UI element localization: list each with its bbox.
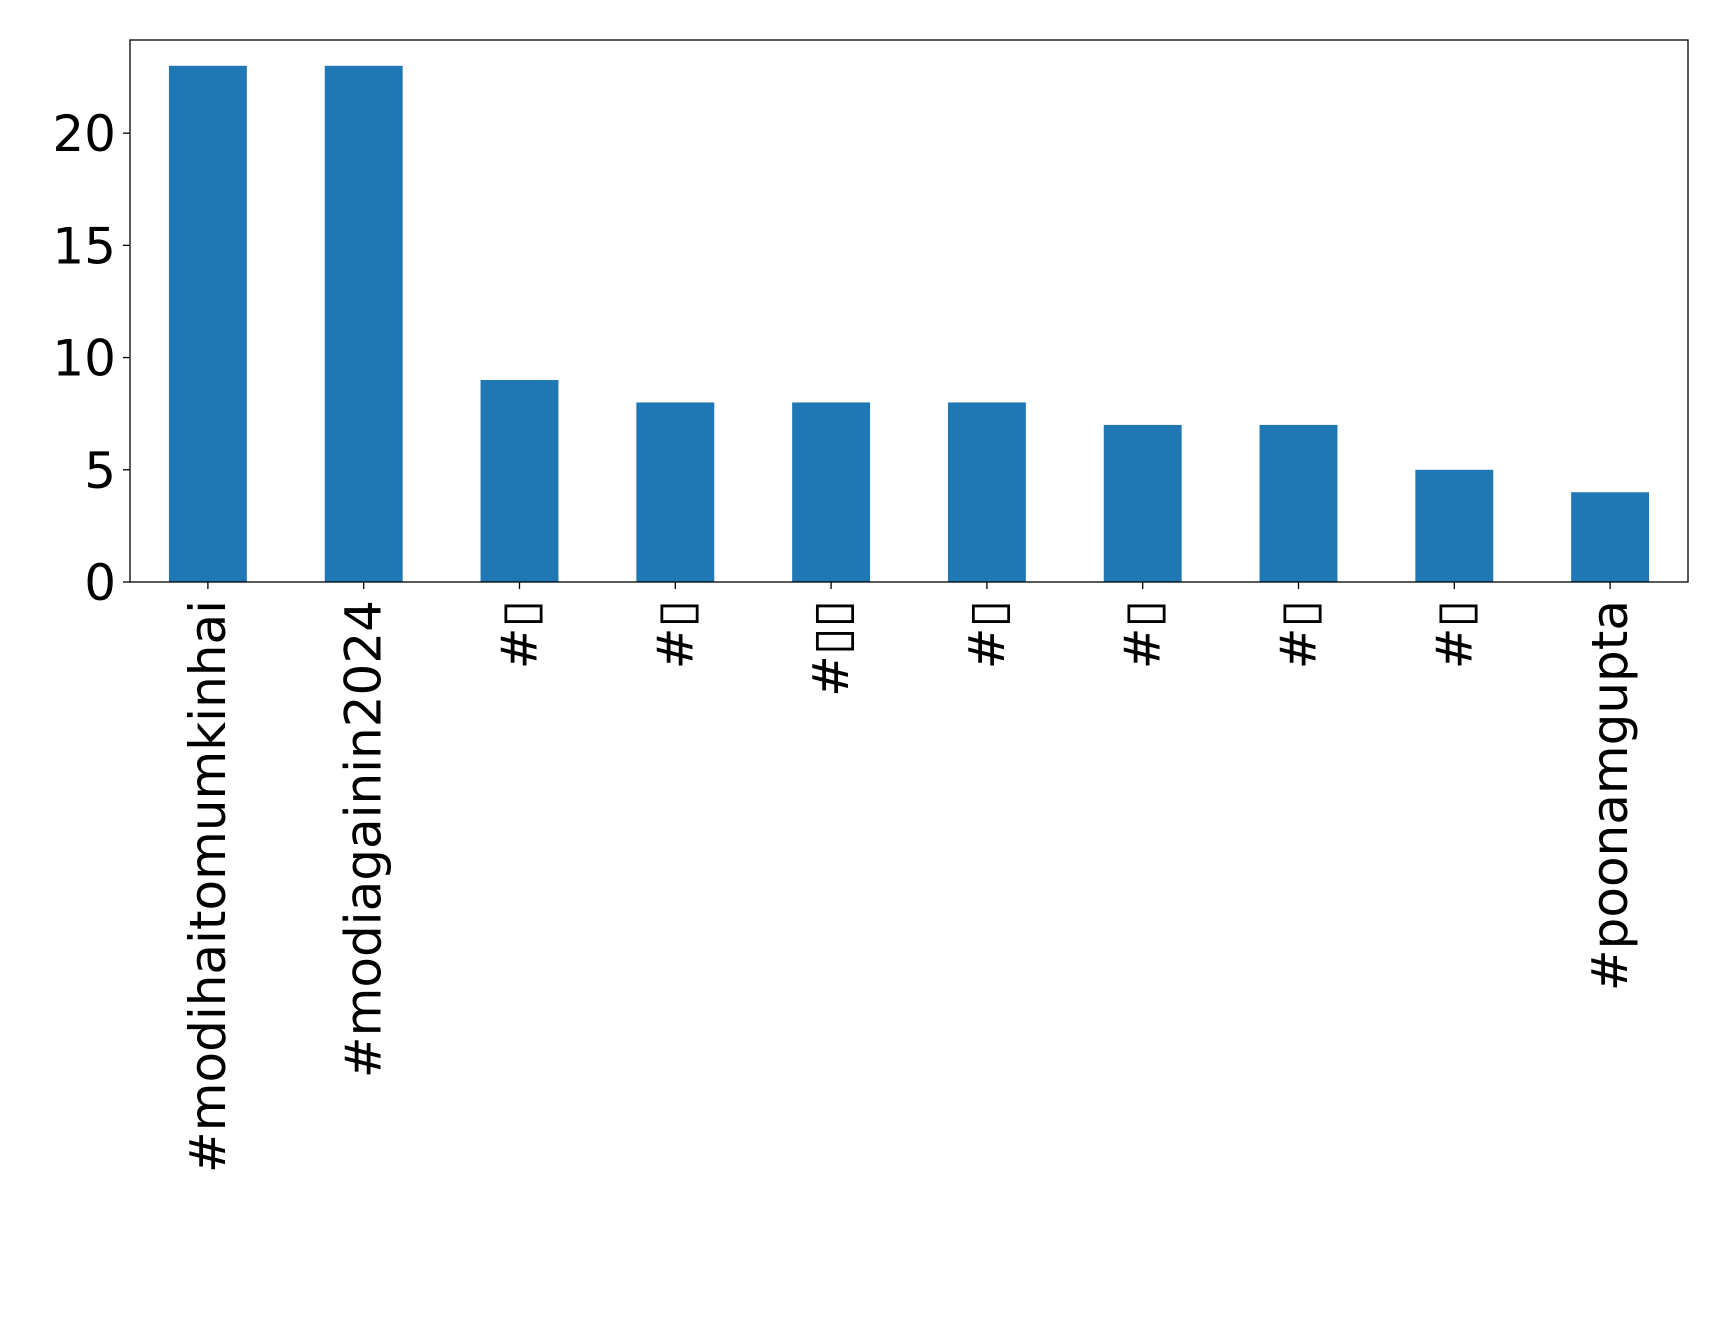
bar-2 bbox=[480, 380, 559, 582]
x-tick-label: #▯ bbox=[958, 600, 1016, 669]
y-tick-label: 15 bbox=[52, 217, 116, 275]
bar-6 bbox=[1103, 424, 1182, 582]
x-tick-label: #▯ bbox=[1425, 600, 1483, 669]
x-tick-label: #▯ bbox=[1270, 600, 1328, 669]
bar-4 bbox=[792, 402, 871, 582]
x-tick-label: #modiagainin2024 bbox=[335, 600, 393, 1078]
bars-group bbox=[168, 65, 1650, 583]
y-tick-label: 5 bbox=[84, 442, 116, 500]
bar-5 bbox=[947, 402, 1026, 582]
bar-1 bbox=[324, 65, 403, 583]
y-axis-ticks: 0 5 10 15 20 bbox=[52, 105, 130, 612]
bar-0 bbox=[168, 65, 247, 583]
x-tick-label: #▯ bbox=[1114, 600, 1172, 669]
x-axis-ticks: #modihaitomumkinhai #modiagainin2024 #▯ #▯ #… bbox=[179, 582, 1639, 1173]
x-tick-label: #▯▯ bbox=[802, 600, 860, 697]
bar-9 bbox=[1571, 492, 1650, 582]
y-tick-label: 20 bbox=[52, 105, 116, 163]
y-tick-label: 0 bbox=[84, 554, 116, 612]
x-tick-label: #poonamgupta bbox=[1581, 600, 1639, 991]
x-tick-label: #▯ bbox=[491, 600, 549, 669]
bar-3 bbox=[636, 402, 715, 582]
y-tick-label: 10 bbox=[52, 330, 116, 388]
x-tick-label: #▯ bbox=[646, 600, 704, 669]
bar-7 bbox=[1259, 424, 1338, 582]
x-tick-label: #modihaitomumkinhai bbox=[179, 600, 237, 1173]
bar-8 bbox=[1415, 469, 1494, 582]
plot-frame bbox=[129, 39, 1689, 583]
